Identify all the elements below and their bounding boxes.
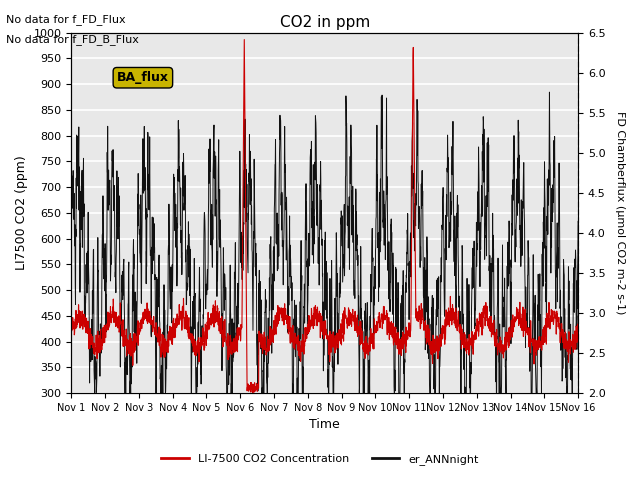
Legend: LI-7500 CO2 Concentration, er_ANNnight: LI-7500 CO2 Concentration, er_ANNnight — [157, 450, 483, 469]
Text: No data for f_FD_Flux: No data for f_FD_Flux — [6, 14, 126, 25]
Y-axis label: FD Chamberflux (μmol CO2 m-2 s-1): FD Chamberflux (μmol CO2 m-2 s-1) — [615, 111, 625, 314]
Title: CO2 in ppm: CO2 in ppm — [280, 15, 370, 30]
Text: No data for f_FD_B_Flux: No data for f_FD_B_Flux — [6, 34, 140, 45]
Y-axis label: LI7500 CO2 (ppm): LI7500 CO2 (ppm) — [15, 156, 28, 270]
X-axis label: Time: Time — [309, 419, 340, 432]
Text: BA_flux: BA_flux — [117, 71, 169, 84]
